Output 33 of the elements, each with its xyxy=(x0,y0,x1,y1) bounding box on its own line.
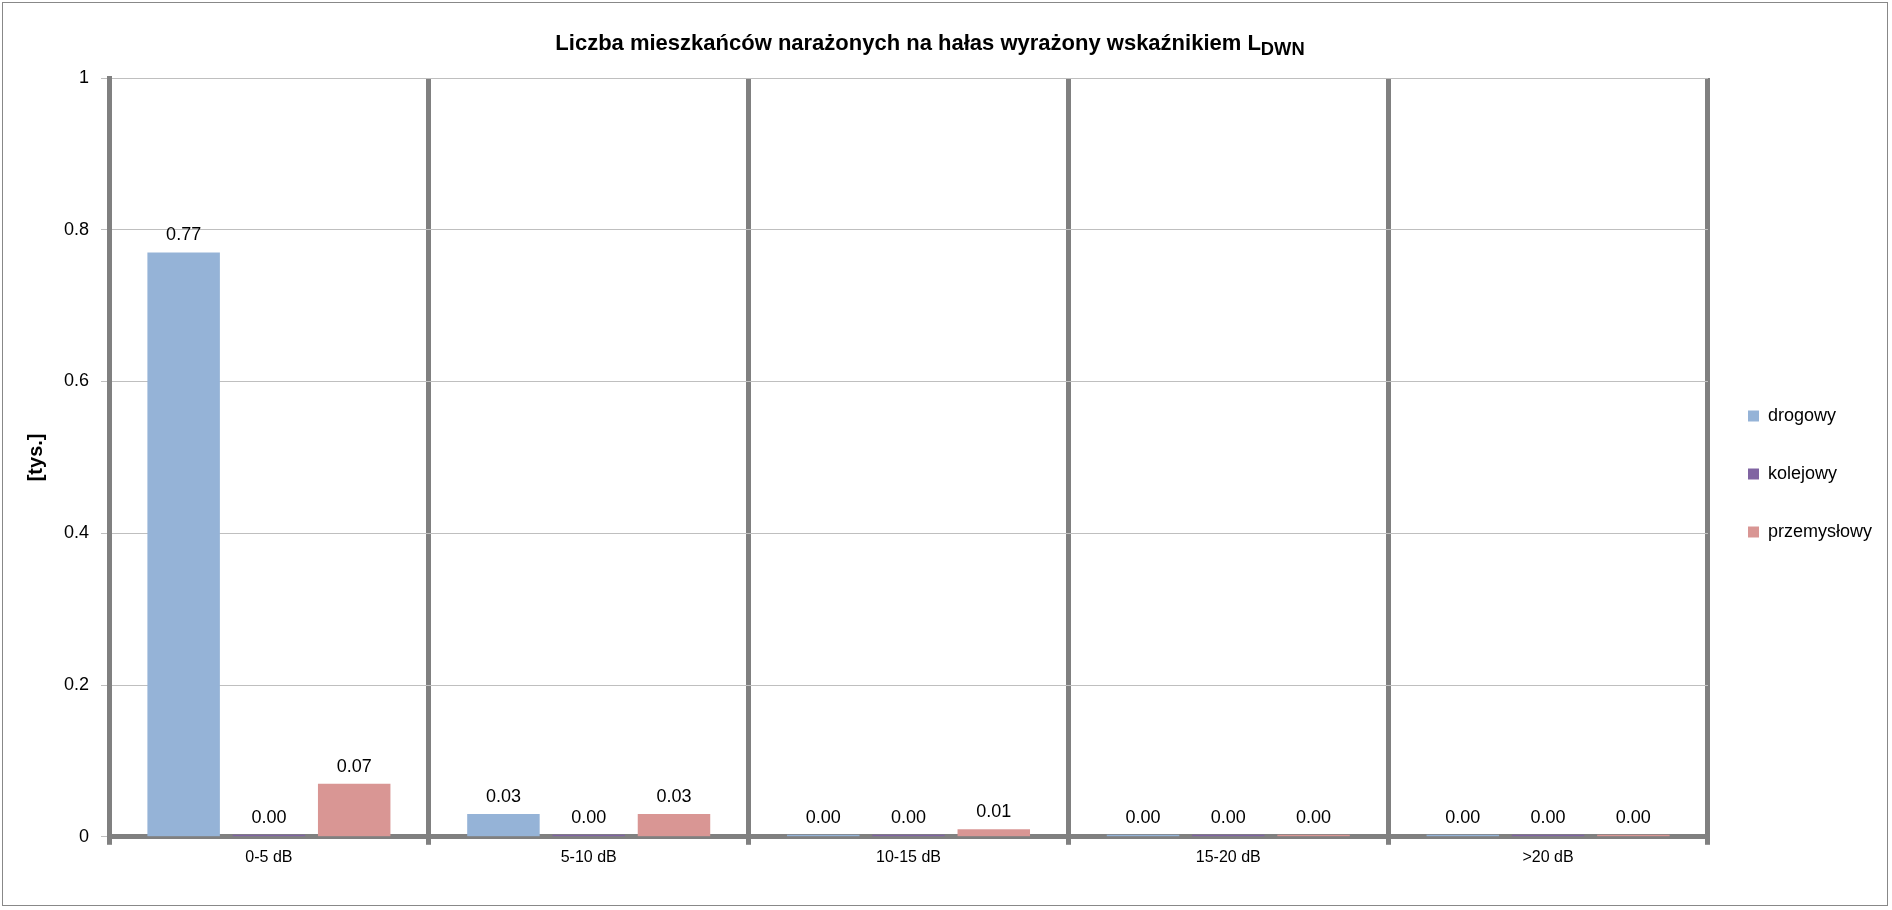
bar xyxy=(317,783,391,837)
data-label: 0.00 xyxy=(1615,806,1651,827)
legend-label: kolejowy xyxy=(1767,462,1838,483)
x-tick-label: >20 dB xyxy=(1522,847,1574,865)
x-tick-label: 10-15 dB xyxy=(876,847,941,865)
data-label: 0.03 xyxy=(485,786,521,806)
data-label: 0.00 xyxy=(805,806,841,827)
data-label: 0.77 xyxy=(166,224,202,245)
data-label: 0.00 xyxy=(1445,806,1481,827)
data-label: 0.01 xyxy=(976,801,1012,822)
x-tick-label: 0-5 dB xyxy=(245,847,293,865)
legend-label: przemysłowy xyxy=(1767,520,1873,541)
chart-title: Liczba mieszkańców narażonych na hałas wyrażony wskaźnikiem L$_{DWN}$ xyxy=(554,30,1306,61)
y-axis-title: [tys.] xyxy=(23,433,46,482)
data-label: 0.00 xyxy=(251,806,287,827)
y-tick-label: 0.4 xyxy=(63,522,90,543)
data-label: 0.00 xyxy=(1296,806,1332,827)
y-tick-label: 0.2 xyxy=(63,674,90,695)
data-label: 0.00 xyxy=(1210,806,1246,827)
x-tick-label: 15-20 dB xyxy=(1195,847,1261,865)
data-label: 0.00 xyxy=(1125,806,1161,827)
data-label: 0.00 xyxy=(571,806,607,827)
bar xyxy=(147,252,220,837)
x-tick-label: 5-10 dB xyxy=(560,847,617,865)
data-label: 0.00 xyxy=(1530,806,1566,827)
data-label: 0.00 xyxy=(890,806,927,827)
y-tick-label: 0 xyxy=(79,825,90,846)
y-tick-label: 1 xyxy=(79,66,90,87)
data-label: 0.07 xyxy=(336,755,372,776)
y-tick-label: 0.8 xyxy=(63,218,90,239)
data-label: 0.03 xyxy=(656,786,692,806)
y-tick-label: 0.6 xyxy=(63,370,90,391)
legend-label: drogowy xyxy=(1767,404,1837,425)
